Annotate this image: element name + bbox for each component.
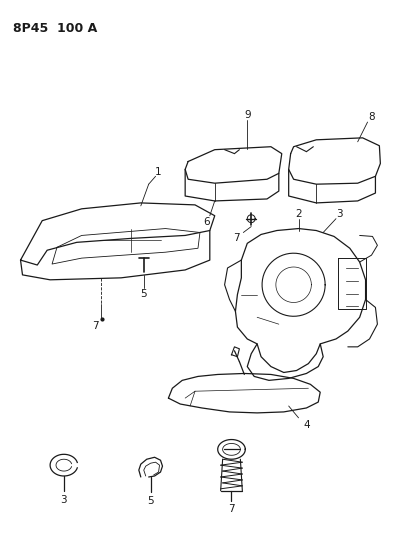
- Text: 3: 3: [61, 495, 67, 505]
- Text: 2: 2: [295, 209, 302, 219]
- Text: 6: 6: [204, 216, 210, 227]
- Text: 8P45  100 A: 8P45 100 A: [13, 21, 97, 35]
- Text: 5: 5: [140, 288, 147, 298]
- Text: 7: 7: [228, 504, 235, 513]
- Text: 7: 7: [92, 321, 99, 331]
- Text: 4: 4: [303, 419, 310, 430]
- Text: 5: 5: [147, 496, 154, 506]
- Text: 7: 7: [233, 233, 240, 244]
- Text: 1: 1: [155, 167, 162, 177]
- Text: 9: 9: [244, 110, 251, 120]
- Text: 8: 8: [368, 112, 375, 122]
- Text: 3: 3: [337, 209, 343, 219]
